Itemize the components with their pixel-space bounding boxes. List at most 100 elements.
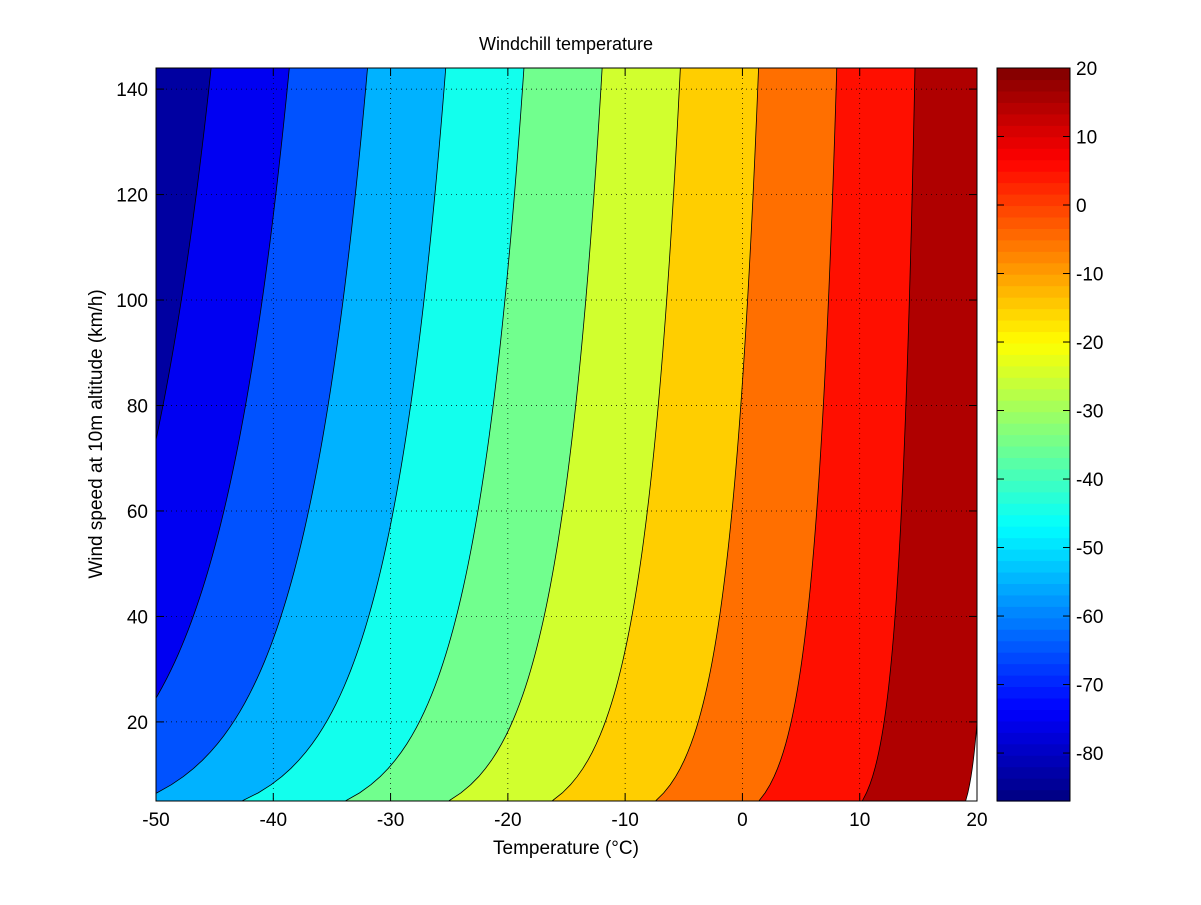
colorbar-segment [997,617,1070,630]
colorbar-segment [997,468,1070,481]
colorbar-segment [997,571,1070,584]
colorbar-segment [997,274,1070,287]
contour-band [241,68,524,801]
colorbar-segment [997,709,1070,722]
colorbar-segment [997,90,1070,103]
contour-line [156,68,157,75]
colorbar-segment [997,675,1070,688]
colorbar-segment [997,251,1070,264]
x-tick-label: -10 [611,810,638,831]
colorbar-segment [997,423,1070,436]
contour-line [156,68,368,794]
contour-band [862,68,977,801]
colorbar-tick-label: -30 [1076,402,1103,423]
colorbar-segment [997,652,1070,665]
y-tick-label: 120 [116,186,148,207]
contour-band [552,68,759,801]
colorbar-tick-label: 0 [1076,196,1087,217]
colorbar-segment [997,491,1070,504]
contour-lines [156,68,977,801]
colorbar-segment [997,629,1070,642]
colorbar-segment [997,503,1070,516]
colorbar-segment [997,514,1070,527]
x-axis-label: Temperature (°C) [493,838,639,859]
x-axis-ticks: -50 -40 -30 -20 -10 0 10 20 [142,68,988,831]
colorbar-segment [997,193,1070,207]
colorbar-segment [997,308,1070,321]
contour-line [551,68,681,801]
colorbar-segment [997,388,1070,401]
colorbar-segment [997,549,1070,562]
colorbar-segment [997,239,1070,252]
colorbar-segment [997,640,1070,653]
colorbar-segment [997,480,1070,493]
x-tick-label: 10 [849,810,870,831]
colorbar-tick-label: -40 [1076,470,1103,491]
y-tick-label: 60 [127,502,148,523]
colorbar-segment [997,228,1070,241]
colorbar-segment [997,365,1070,378]
colorbar-segment [997,136,1070,149]
x-tick-label: -40 [260,810,287,831]
colorbar-tick-label: -50 [1076,539,1103,560]
contour-line [156,68,290,699]
colorbar-segment [997,583,1070,596]
colorbar-tick-label: -60 [1076,607,1103,628]
contour-line [156,68,212,442]
colorbar-segment [997,68,1070,81]
contour-bands [156,68,977,801]
colorbar-segment [997,79,1070,92]
colorbar-tick-label: -80 [1076,744,1103,765]
colorbar-segment [997,411,1070,424]
colorbar-tick-label: 20 [1076,59,1097,80]
colorbar-segment [997,285,1070,298]
colorbar-segment [997,766,1070,779]
x-tick-label: -20 [494,810,521,831]
colorbar-segment [997,594,1070,607]
contour-band [345,68,603,801]
contour-band [448,68,681,801]
contour-band [156,68,368,794]
colorbar-segment [997,560,1070,573]
colorbar-segment [997,606,1070,619]
chart-title: Windchill temperature [479,34,653,54]
colorbar-segment [997,262,1070,275]
contour-line [345,68,525,801]
contour-line [655,68,759,801]
y-tick-label: 40 [127,607,148,628]
x-tick-label: 0 [737,810,748,831]
colorbar-segment [997,102,1070,115]
colorbar-segment [997,445,1070,458]
colorbar-segment [997,732,1070,745]
plot-frame [155,67,978,802]
colorbar-tick-label: -10 [1076,265,1103,286]
y-axis-ticks: 20 40 60 80 100 120 140 [116,80,977,734]
contour-line [241,68,447,801]
contour-band [655,68,837,801]
colorbar-frame [996,67,1071,802]
x-tick-label: -30 [377,810,404,831]
contour-line [758,68,838,801]
colorbar-segment [997,663,1070,676]
y-axis-label: Wind speed at 10m altitude (km/h) [86,289,107,578]
x-tick-label: -50 [142,810,169,831]
colorbar-segment [997,342,1070,355]
colorbar: -80 -70 -60 -50 -40 -30 -20 -10 0 10 20 [996,59,1103,802]
colorbar-tick-label: -20 [1076,333,1103,354]
colorbar-segment [997,434,1070,447]
contour-line [861,68,916,801]
colorbar-segment [997,778,1070,791]
colorbar-tick-label: 10 [1076,128,1097,149]
colorbar-segment [997,720,1070,733]
colorbar-segment [997,377,1070,390]
colorbar-segment [997,331,1070,344]
colorbar-segment [997,755,1070,768]
contour-band [156,68,290,699]
colorbar-tick-label: -70 [1076,676,1103,697]
colorbar-segment [997,148,1070,161]
colorbar-segment [997,319,1070,333]
colorbar-segment [997,182,1070,195]
colorbar-segment [997,171,1070,184]
